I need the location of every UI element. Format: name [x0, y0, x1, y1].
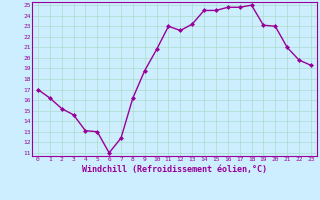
X-axis label: Windchill (Refroidissement éolien,°C): Windchill (Refroidissement éolien,°C) [82, 165, 267, 174]
